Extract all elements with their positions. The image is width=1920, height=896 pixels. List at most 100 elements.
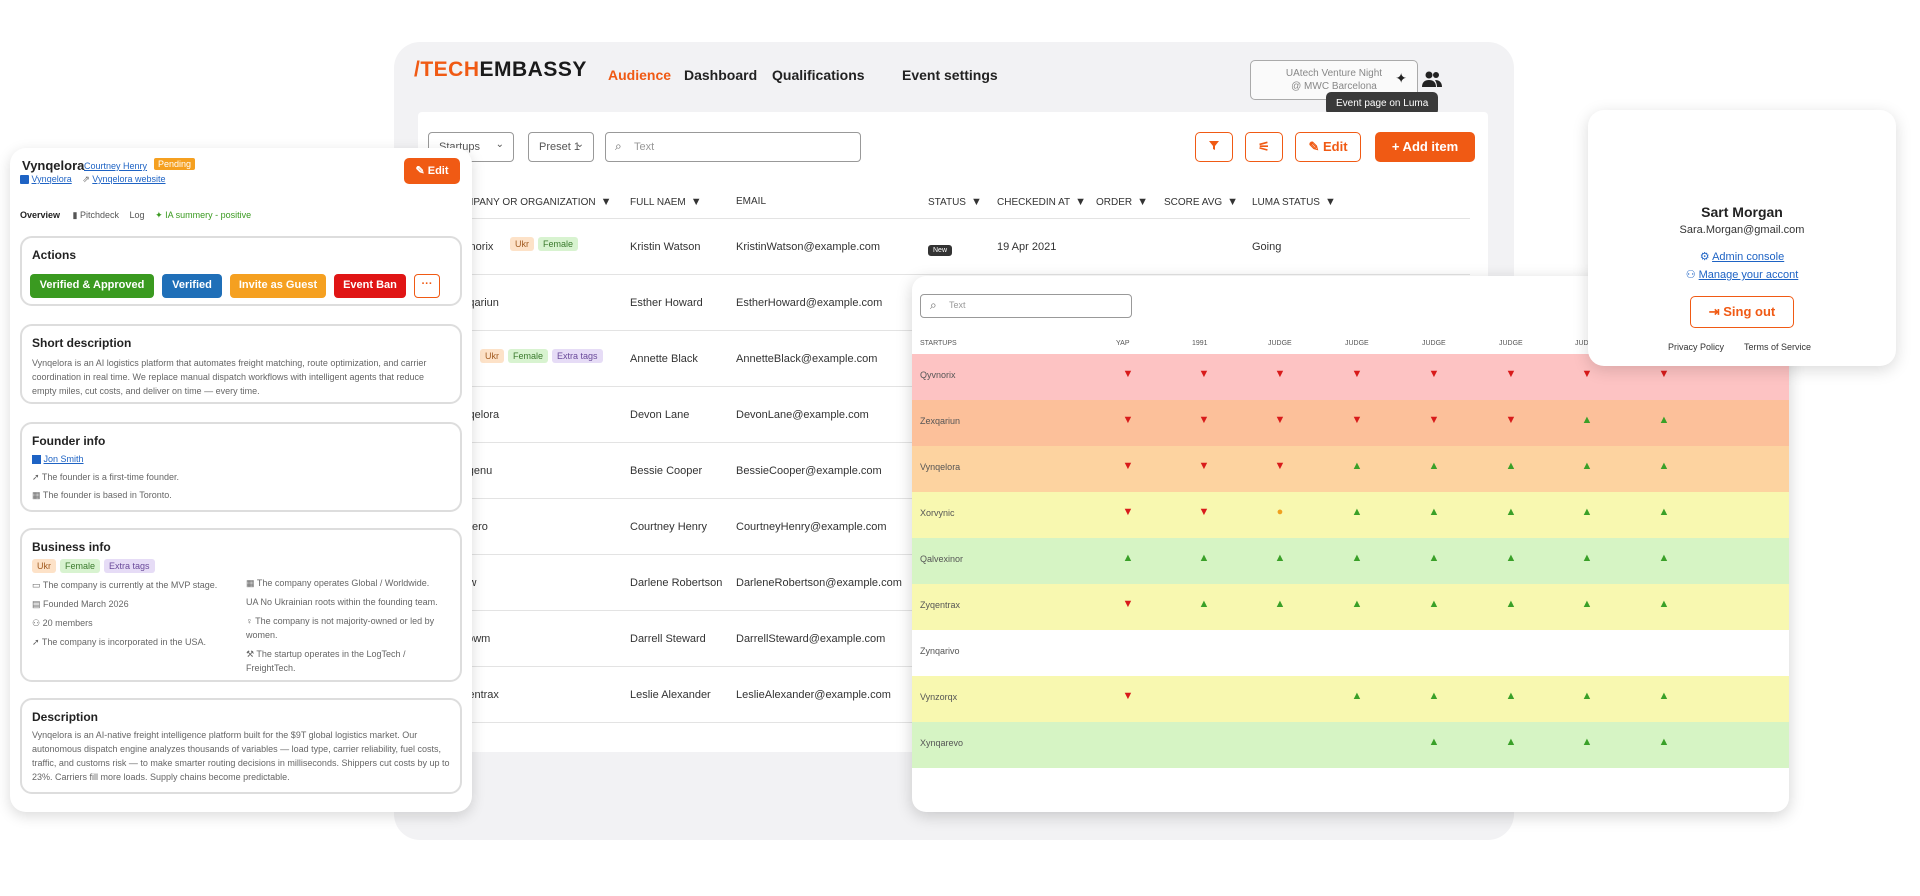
short-description-section: Short description Vynqelora is an AI log… [20,324,462,404]
thumbs-down-icon: ▼ [1122,690,1134,702]
col-checkedin[interactable]: CHECKEDIN AT ▼ [997,196,1087,208]
linkedin-link[interactable]: Vynqelora [31,174,72,184]
filter-icon[interactable]: ▼ [1137,196,1149,208]
thumbs-down-icon: ▼ [1198,506,1210,518]
event-name: UAtech Venture Night [1285,68,1383,79]
sign-out-button[interactable]: ⇥ Sing out [1690,296,1794,328]
filter-button[interactable] [1195,132,1233,162]
event-location: @ MWC Barcelona [1291,81,1377,92]
heatmap-row[interactable]: Vynqelora ▼ ▼ ▼ ▲ ▲ ▲ ▲ ▲ [912,446,1789,492]
more-actions-button[interactable]: ··· [414,274,440,298]
website-link[interactable]: Vynqelora website [92,174,166,184]
email-cell: CourtneyHenry@example.com [736,521,887,533]
thumbs-up-icon: ▲ [1658,506,1670,518]
thumbs-up-icon: ▲ [1428,598,1440,610]
business-left-list: ▭ The company is currently at the MVP st… [32,576,242,652]
col-score-avg[interactable]: SCORE AVG ▼ [1164,196,1239,208]
heatmap-row[interactable]: Xynqarevo ▲ ▲ ▲ ▲ [912,722,1789,768]
founder-name-link[interactable]: Jon Smith [43,454,84,464]
filter-icon[interactable]: ▼ [1075,196,1087,208]
name-cell: Darlene Robertson [630,577,723,589]
founder-info-title: Founder info [32,434,106,448]
map-icon: ▦ [32,490,43,500]
thumbs-up-icon: ▲ [1274,552,1286,564]
thumbs-up-icon: ▲ [1505,736,1517,748]
manage-account-link[interactable]: ⚇ Manage your accont [1685,269,1799,281]
thumbs-down-icon: ▼ [1351,414,1363,426]
sparkle-icon[interactable]: ✦ [1395,70,1407,86]
gear-icon: ⚙ [1699,251,1713,263]
nav-qualifications[interactable]: Qualifications [772,67,865,83]
techembassy-logo[interactable]: /TECHEMBASSY [414,58,587,81]
heatmap-search-input[interactable]: ⌕ Text [920,294,1132,318]
thumbs-down-icon: ▼ [1122,506,1134,518]
startup-name: Qyvnorix [920,370,956,380]
heatmap-row[interactable]: Zexqariun ▼ ▼ ▼ ▼ ▼ ▼ ▲ ▲ [912,400,1789,446]
table-search-input[interactable]: ⌕ Text [605,132,861,162]
heatmap-col-header: STARTUPS [920,340,957,347]
privacy-policy-link[interactable]: Privacy Policy [1668,342,1725,352]
heatmap-row[interactable]: Vynzorqx ▼ ▲ ▲ ▲ ▲ ▲ [912,676,1789,722]
preset-select[interactable]: Preset 1 ⌄ [528,132,594,162]
tab-pitchdeck[interactable]: ▮ Pitchdeck [72,210,120,220]
divider [418,274,1470,275]
nav-event-settings[interactable]: Event settings [902,67,998,83]
search-icon: ⌕ [930,298,937,312]
thumbs-up-icon: ▲ [1581,736,1593,748]
filter-icon[interactable]: ▼ [1227,196,1239,208]
email-cell: EstherHoward@example.com [736,297,883,309]
edit-startup-button[interactable]: ✎ Edit [404,158,460,184]
startup-name: Vynzorqx [920,692,958,702]
tag: Extra tags [552,349,603,363]
nav-audience[interactable]: Audience [608,67,672,83]
tab-overview[interactable]: Overview [20,210,61,220]
tab-log[interactable]: Log [129,210,145,220]
tab-ai-summary[interactable]: ✦ IA summery - positive [155,210,252,220]
nav-dashboard[interactable]: Dashboard [684,67,758,83]
admin-console-link[interactable]: ⚙ Admin console [1699,251,1785,263]
business-right-list: ▦ The company operates Global / Worldwid… [246,576,452,675]
verified-approved-button[interactable]: Verified & Approved [30,274,154,298]
contact-link[interactable]: Courtney Henry [84,161,148,171]
col-luma-status[interactable]: LUMA STATUS ▼ [1252,196,1336,208]
profile-email: Sara.Morgan@gmail.com [1679,224,1805,236]
settings-sliders-button[interactable]: ⚟ [1245,132,1283,162]
founder-info-section: Founder info Jon Smith ➚ The founder is … [20,422,462,512]
col-status[interactable]: STATUS ▼ [928,196,982,208]
event-ban-button[interactable]: Event Ban [334,274,406,298]
col-full-name[interactable]: FULL NAEM ▼ [630,196,702,208]
table-row[interactable]: QyvnorixUkrFemaleKristin WatsonKristinWa… [418,219,1470,275]
thumbs-up-icon: ▲ [1658,552,1670,564]
thumbs-up-icon: ▲ [1122,552,1134,564]
edit-button[interactable]: ✎ Edit [1295,132,1361,162]
status-badge: New [928,239,953,257]
detail-tabs: Overview ▮ Pitchdeck Log ✦ IA summery - … [20,210,251,221]
heatmap-row[interactable]: Zyqentrax ▼ ▲ ▲ ▲ ▲ ▲ ▲ ▲ [912,584,1789,630]
invite-guest-button[interactable]: Invite as Guest [230,274,326,298]
thumbs-down-icon: ▼ [1274,460,1286,472]
filter-icon[interactable]: ▼ [1324,196,1336,208]
startup-name: Zynqarivo [920,646,960,656]
business-line: ♀ The company is not majority-owned or l… [246,616,435,640]
neutral-dot-icon: ● [1276,506,1284,518]
tag: Female [508,349,549,363]
heatmap-row[interactable]: Xorvynic ▼ ▼ ● ▲ ▲ ▲ ▲ ▲ [912,492,1789,538]
filter-icon[interactable]: ▼ [690,196,702,208]
col-email[interactable]: EMAIL [736,196,767,207]
verified-button[interactable]: Verified [162,274,222,298]
heatmap-row[interactable]: Qalvexinor ▲ ▲ ▲ ▲ ▲ ▲ ▲ ▲ [912,538,1789,584]
business-info-section: Business info Ukr Female Extra tags ▭ The … [20,528,462,682]
terms-link[interactable]: Terms of Service [1744,342,1812,352]
name-cell: Leslie Alexander [630,689,711,701]
email-cell: DevonLane@example.com [736,409,869,421]
add-item-button[interactable]: + Add item [1375,132,1475,162]
heatmap-row[interactable]: Zynqarivo [912,630,1789,676]
thumbs-up-icon: ▲ [1658,460,1670,472]
linkedin-icon [20,175,29,185]
filter-icon[interactable]: ▼ [970,196,982,208]
col-order[interactable]: ORDER ▼ [1096,196,1149,208]
thumbs-up-icon: ▲ [1658,598,1670,610]
filter-icon[interactable]: ▼ [600,196,612,208]
people-icon[interactable] [1422,70,1442,93]
col-company[interactable]: COMPANY OR ORGANIZATION ▼ [450,196,612,208]
